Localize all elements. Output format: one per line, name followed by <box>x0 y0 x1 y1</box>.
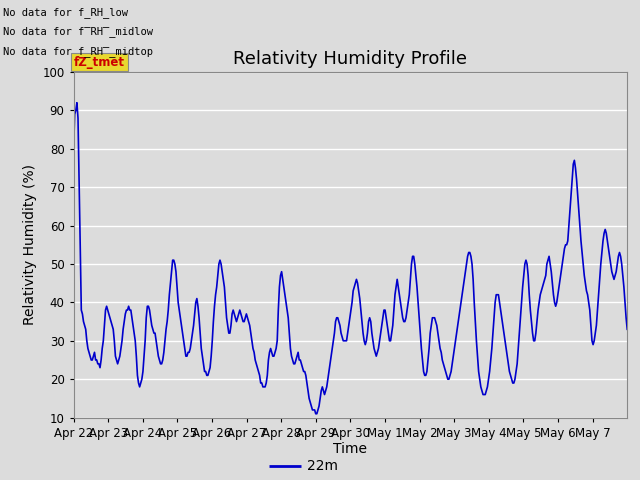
Text: No data for f̅RH̅_midlow: No data for f̅RH̅_midlow <box>3 26 153 37</box>
Text: No data for f_RH̅_midtop: No data for f_RH̅_midtop <box>3 46 153 57</box>
Y-axis label: Relativity Humidity (%): Relativity Humidity (%) <box>23 164 36 325</box>
Text: fZ_tmet: fZ_tmet <box>74 56 125 69</box>
X-axis label: Time: Time <box>333 443 367 456</box>
Text: 22m: 22m <box>307 458 338 473</box>
Title: Relativity Humidity Profile: Relativity Humidity Profile <box>234 49 467 68</box>
Text: No data for f_RH_low: No data for f_RH_low <box>3 7 128 18</box>
